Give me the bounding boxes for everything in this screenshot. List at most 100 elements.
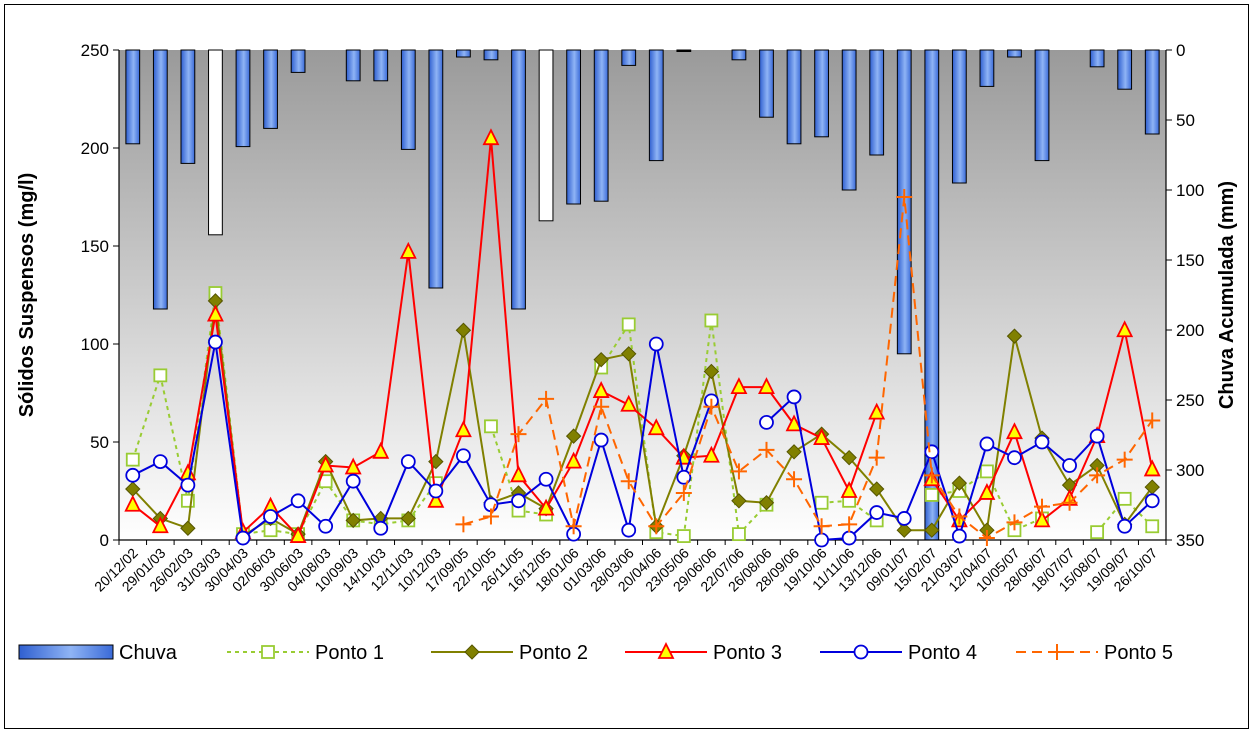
data-point xyxy=(730,463,747,480)
rain-bar xyxy=(235,49,251,148)
plot-area xyxy=(119,50,1166,540)
data-point xyxy=(206,304,224,322)
data-point xyxy=(1143,459,1161,477)
rain-bar xyxy=(621,49,637,66)
data-point xyxy=(647,418,665,436)
data-point xyxy=(758,377,775,395)
data-point xyxy=(868,402,886,420)
data-point xyxy=(620,394,638,412)
data-point xyxy=(814,495,829,510)
right-tick-label: 150 xyxy=(1176,251,1204,270)
data-point xyxy=(648,518,665,535)
data-point xyxy=(841,449,857,466)
data-point xyxy=(979,436,995,452)
data-point xyxy=(814,532,829,548)
data-point xyxy=(868,449,885,466)
rain-bar xyxy=(483,49,499,61)
data-point xyxy=(840,480,858,498)
data-point xyxy=(1006,328,1023,344)
rain-bar xyxy=(373,49,389,82)
data-point xyxy=(208,334,223,350)
rain-bar xyxy=(1144,49,1160,135)
data-point xyxy=(951,475,968,491)
data-point xyxy=(1144,412,1161,429)
data-point xyxy=(923,467,940,484)
data-point xyxy=(1062,458,1077,473)
data-point xyxy=(399,241,417,259)
data-point xyxy=(373,520,389,536)
data-point xyxy=(455,516,472,533)
data-point xyxy=(593,432,609,448)
data-point xyxy=(1006,514,1023,531)
data-point xyxy=(1034,434,1050,450)
right-tick-label: 200 xyxy=(1176,321,1204,340)
data-point xyxy=(180,477,196,493)
left-tick-label: 150 xyxy=(81,237,109,256)
data-point xyxy=(400,510,417,527)
left-tick-label: 100 xyxy=(81,335,109,354)
data-point xyxy=(1006,422,1023,440)
data-point xyxy=(317,455,335,473)
rain-bar xyxy=(428,49,444,289)
data-point xyxy=(372,441,390,459)
data-point xyxy=(703,398,720,415)
data-point xyxy=(758,441,775,458)
rain-bar xyxy=(152,49,168,310)
rain-bar xyxy=(593,49,609,202)
data-point xyxy=(1090,525,1105,540)
data-point xyxy=(785,414,803,432)
right-tick-label: 0 xyxy=(1176,41,1185,60)
data-point xyxy=(565,451,583,469)
data-point xyxy=(345,473,361,489)
left-tick-label: 0 xyxy=(100,531,109,550)
data-point xyxy=(1117,518,1133,534)
data-point xyxy=(125,467,141,483)
rain-bar xyxy=(400,49,416,150)
data-point xyxy=(565,428,582,444)
data-point xyxy=(951,508,968,525)
data-point xyxy=(813,428,831,445)
data-point xyxy=(621,346,637,362)
rain-bar xyxy=(345,49,361,82)
rain-bar xyxy=(869,49,885,156)
legend: Chuva Ponto 1 Ponto 2 Ponto 3 Ponto 4 Ponto 5 xyxy=(18,641,1173,664)
data-point xyxy=(482,128,500,146)
series-ponto-4 xyxy=(125,334,1160,548)
rain-bar xyxy=(676,49,692,52)
data-point xyxy=(703,363,720,380)
data-point xyxy=(510,465,527,483)
data-point xyxy=(153,368,168,383)
rain-bar xyxy=(538,49,554,222)
rain-bar xyxy=(180,49,196,164)
legend-label: Ponto 2 xyxy=(519,642,588,664)
data-point xyxy=(152,454,168,470)
data-point xyxy=(841,516,858,533)
data-point xyxy=(1061,494,1078,511)
right-tick-label: 100 xyxy=(1176,181,1204,200)
data-point xyxy=(318,518,334,534)
data-point xyxy=(427,490,445,508)
legend-swatch-chuva xyxy=(18,644,114,660)
data-point xyxy=(537,498,555,516)
data-point xyxy=(593,351,609,368)
rain-bar xyxy=(731,49,747,61)
data-point xyxy=(730,377,748,395)
data-point xyxy=(924,522,940,538)
data-point xyxy=(235,530,251,546)
rain-bar xyxy=(841,49,857,191)
rain-bar xyxy=(290,49,306,73)
data-point xyxy=(759,414,774,430)
data-point xyxy=(813,518,830,535)
data-point xyxy=(978,530,995,547)
right-tick-label: 50 xyxy=(1176,111,1195,130)
data-point xyxy=(593,398,610,415)
data-point xyxy=(428,483,444,499)
data-point xyxy=(125,452,140,467)
data-point xyxy=(345,512,361,529)
rain-bar xyxy=(951,49,967,184)
right-tick-label: 250 xyxy=(1176,391,1204,410)
rain-bar xyxy=(759,49,774,118)
data-point xyxy=(980,464,994,479)
data-point xyxy=(621,317,636,332)
